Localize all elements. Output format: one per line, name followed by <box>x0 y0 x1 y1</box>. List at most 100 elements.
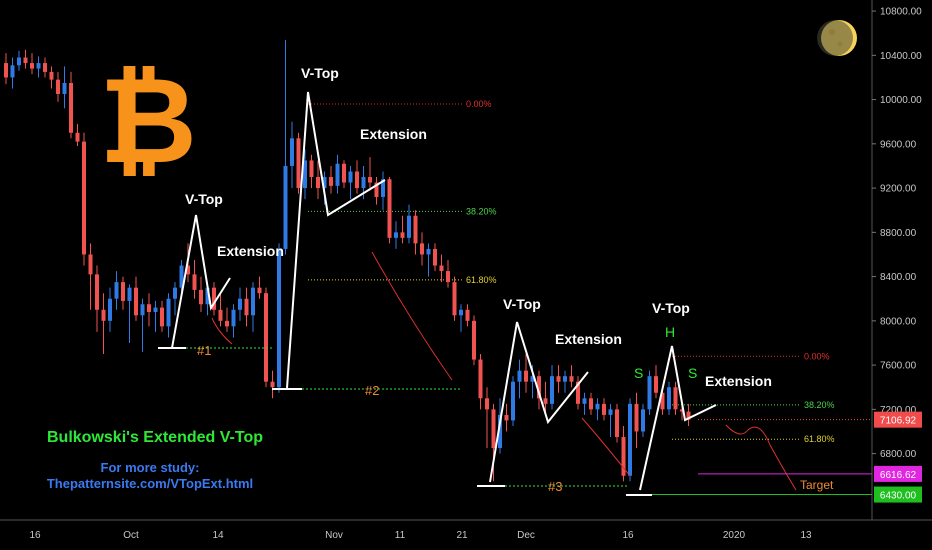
candle-body <box>179 265 184 288</box>
candle <box>127 284 132 343</box>
candle-body <box>121 282 125 301</box>
candle-body <box>524 370 528 382</box>
y-tick-label: 7600.00 <box>880 361 917 372</box>
candle-body <box>270 381 275 388</box>
candle-body <box>56 79 60 95</box>
candle <box>465 304 470 327</box>
candle-body <box>433 248 437 266</box>
candle <box>283 39 288 255</box>
candle <box>472 315 476 366</box>
candle <box>634 392 639 449</box>
y-tick-label: 10800.00 <box>880 7 922 18</box>
candle <box>556 365 561 393</box>
candle <box>452 276 457 321</box>
candle-body <box>147 304 151 312</box>
price-tag-label: 6616.62 <box>880 470 917 481</box>
candle <box>62 66 67 109</box>
candle <box>342 160 346 189</box>
candle <box>244 287 249 327</box>
price-tag-label: 7106.92 <box>880 416 917 427</box>
candle <box>641 403 645 438</box>
candle <box>420 232 424 266</box>
candle <box>621 425 626 482</box>
candle-body <box>283 165 288 249</box>
candle-body <box>615 409 619 438</box>
marker-2-label: #2 <box>365 383 379 398</box>
candle <box>413 210 418 255</box>
extension-4-label: Extension <box>705 373 772 389</box>
vtop-3-arrow <box>581 417 631 477</box>
bitcoin-logo-icon: ₿ <box>99 52 197 191</box>
candle-body <box>556 376 561 382</box>
candle <box>647 370 652 415</box>
candle-body <box>218 309 223 321</box>
candle <box>504 403 509 432</box>
candle-body <box>101 309 106 321</box>
candle <box>212 282 216 316</box>
candle-body <box>569 376 574 382</box>
candle-body <box>634 403 639 432</box>
candle-body <box>30 63 34 69</box>
candle-layer <box>4 39 691 482</box>
candle-body <box>329 177 333 186</box>
candle-body <box>374 182 379 197</box>
candle-body <box>660 392 665 410</box>
candle <box>192 260 197 299</box>
candle <box>17 50 21 71</box>
candle-body <box>368 177 372 183</box>
vtop-2-arrow <box>371 251 453 381</box>
candle <box>569 365 574 388</box>
candle-body <box>335 163 340 186</box>
study-link[interactable]: Thepatternsite.com/VTopExt.html <box>47 476 253 491</box>
candle-body <box>426 248 431 255</box>
price-tag: 6616.62 <box>874 465 922 482</box>
candle-body <box>114 282 119 299</box>
candle <box>43 57 47 78</box>
candle <box>251 282 255 332</box>
candle-body <box>238 298 242 310</box>
candle <box>563 370 567 393</box>
candle <box>394 221 398 249</box>
candle-body <box>517 370 522 382</box>
candle-body <box>17 57 21 66</box>
candle <box>517 359 522 399</box>
candle-body <box>82 141 86 255</box>
y-tick-label: 10400.00 <box>880 51 922 62</box>
vtop-1-label: V-Top <box>185 191 223 207</box>
candle <box>134 276 138 321</box>
fib-label: 38.20% <box>466 206 497 216</box>
candle <box>277 243 281 393</box>
candle-body <box>413 215 418 244</box>
candle-body <box>673 387 678 410</box>
x-tick-label: 13 <box>800 530 812 541</box>
candle <box>101 293 106 355</box>
candle <box>108 287 112 332</box>
candle <box>75 123 80 147</box>
candle-body <box>686 411 691 420</box>
candle <box>439 254 444 283</box>
fib-label: 0.00% <box>804 351 830 361</box>
candle-body <box>264 293 268 382</box>
candle <box>524 354 528 393</box>
candle <box>615 403 619 443</box>
price-tag-box <box>874 486 922 503</box>
candle <box>628 398 632 482</box>
x-tick-label: Oct <box>123 530 139 541</box>
candle <box>238 287 242 321</box>
candle-body <box>173 287 177 299</box>
fib-layer: 0.00% 38.20% 61.80% 0.00% 38.20% 61.80% <box>308 99 835 444</box>
candle <box>303 149 307 200</box>
target-label: Target <box>800 478 834 492</box>
candle <box>23 49 28 69</box>
candle <box>374 177 379 205</box>
candle <box>446 260 450 288</box>
candle-body <box>127 287 132 301</box>
candle <box>147 293 151 327</box>
y-tick-label: 6800.00 <box>880 449 917 460</box>
candle <box>582 392 587 415</box>
candle-body <box>680 409 684 412</box>
price-tag: 6430.00 <box>874 486 922 503</box>
candle <box>426 243 431 277</box>
vtop-1-arrow <box>211 317 233 345</box>
pattern-layer <box>158 91 797 496</box>
